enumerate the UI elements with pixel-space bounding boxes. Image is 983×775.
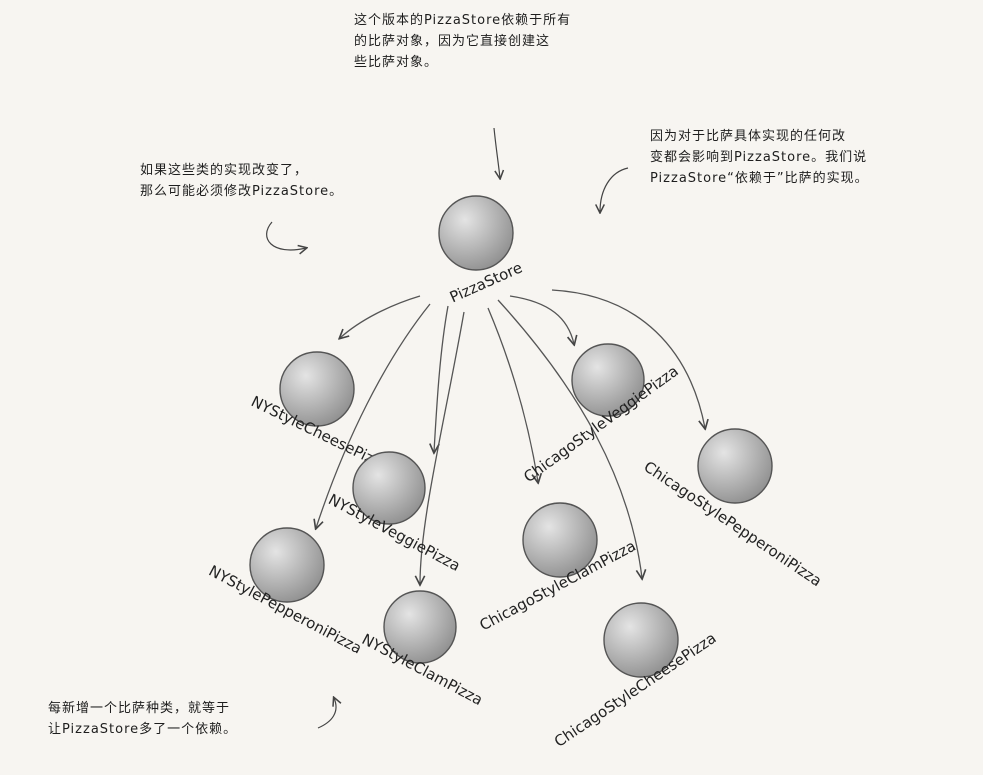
edge-store-chi-clam: [487, 307, 538, 482]
edge-store-chi-pepperoni: [551, 289, 705, 428]
node-circle-chi-clam: [522, 502, 598, 578]
annotation-left: 如果这些类的实现改变了， 那么可能必须修改PizzaStore。: [140, 163, 344, 199]
node-circle-ny-veggie: [352, 451, 426, 525]
callout-bottom-arrow: [317, 698, 336, 729]
node-store: PizzaStore: [438, 195, 525, 306]
annotation-right: 因为对于比萨具体实现的任何改 变都会影响到PizzaStore。我们说 Pizz…: [650, 129, 869, 186]
callout-top-arrow: [493, 127, 500, 178]
edge-store-chi-cheese: [497, 299, 642, 578]
node-chi-cheese: ChicagoStyleCheesePizza: [551, 602, 720, 751]
edge-store-ny-cheese: [340, 295, 421, 338]
callout-left-arrow: [266, 221, 306, 250]
annotation-top: 这个版本的PizzaStore依赖于所有 的比萨对象，因为它直接创建这 些比萨对…: [354, 13, 572, 70]
edge-store-chi-veggie: [509, 295, 574, 344]
dependency-edges: [316, 289, 705, 584]
node-ny-veggie: NYStyleVeggiePizza: [325, 451, 463, 575]
edge-store-ny-veggie: [434, 305, 449, 452]
callout-right-arrow: [600, 167, 629, 212]
node-circle-chi-pepperoni: [697, 428, 773, 504]
node-chi-pepperoni: ChicagoStylePepperoniPizza: [641, 428, 825, 590]
annotation-bottom: 每新增一个比萨种类，就等于 让PizzaStore多了一个依赖。: [48, 701, 238, 737]
pizza-nodes: PizzaStoreNYStyleCheesePizzaNYStyleVeggi…: [206, 195, 825, 751]
callout-arrows: [266, 127, 629, 729]
node-circle-ny-clam: [383, 590, 457, 664]
node-circle-ny-cheese: [279, 351, 355, 427]
node-circle-chi-veggie: [571, 343, 645, 417]
node-circle-ny-pepperoni: [249, 527, 325, 603]
edge-store-ny-pepperoni: [316, 303, 431, 528]
node-ny-clam: NYStyleClamPizza: [359, 590, 486, 709]
node-circle-chi-cheese: [603, 602, 679, 678]
node-ny-pepperoni: NYStylePepperoniPizza: [206, 527, 365, 658]
node-circle-store: [438, 195, 514, 271]
edge-store-ny-clam: [420, 311, 465, 584]
